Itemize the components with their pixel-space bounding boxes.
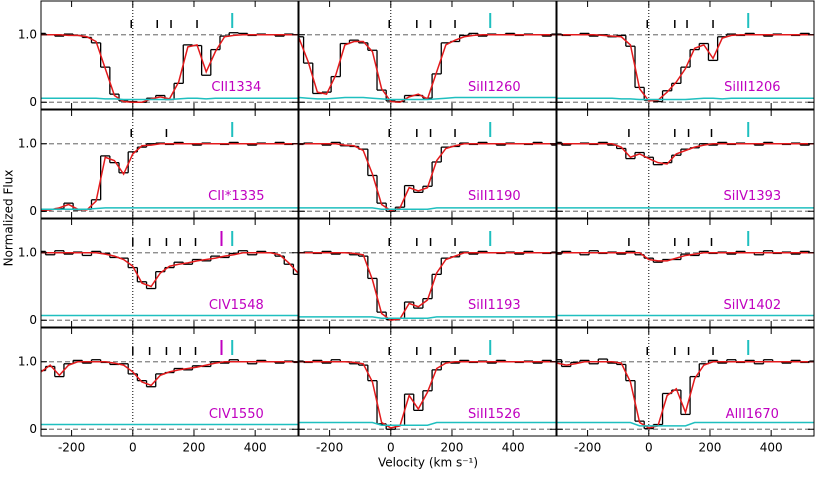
model-line: [557, 143, 814, 165]
x-tick-label: 400: [760, 441, 783, 455]
model-line: [299, 252, 556, 322]
y-tick-label: 1.0: [18, 245, 37, 259]
panel: [299, 219, 556, 327]
x-tick-label: 0: [645, 441, 653, 455]
panel: [41, 219, 298, 327]
y-axis-label: Normalized Flux: [2, 170, 16, 267]
panel: [299, 1, 556, 109]
panel: [557, 110, 814, 218]
panel-frame: [298, 109, 557, 219]
panel: [557, 219, 814, 327]
panel-frame: [298, 0, 557, 110]
y-tick-label: 1.0: [18, 354, 37, 368]
model-line: [299, 143, 556, 212]
model-line: [41, 361, 298, 387]
panel-label: CII*1335: [208, 189, 264, 204]
panel-label: AlII1670: [726, 407, 779, 422]
model-line: [557, 361, 814, 429]
panel-frame: [556, 109, 815, 219]
x-tick-label: 200: [699, 441, 722, 455]
panel-frame: [556, 327, 815, 437]
panel-frame: [556, 218, 815, 328]
x-tick-label: -200: [58, 441, 85, 455]
model-line: [557, 252, 814, 262]
y-tick-label: 0: [29, 95, 37, 109]
x-tick-label: -200: [316, 441, 343, 455]
panel: [299, 328, 556, 436]
panel-frame: [298, 327, 557, 437]
error-line: [299, 316, 556, 319]
error-line: [299, 207, 556, 210]
panel-label: SiII1260: [468, 80, 521, 95]
panel-label: SiII1190: [468, 189, 521, 204]
panel: [557, 1, 814, 109]
panel: [41, 1, 298, 109]
model-line: [41, 252, 298, 288]
panel-label: SiIV1402: [723, 298, 781, 313]
panel-label: CIV1548: [209, 298, 264, 313]
panel-label: CII1334: [211, 80, 261, 95]
error-line: [299, 96, 556, 101]
panel-label: SiII1193: [468, 298, 521, 313]
panel-label: SiII1526: [468, 407, 521, 422]
panel: [41, 328, 298, 436]
panel: [299, 110, 556, 218]
x-tick-label: 400: [244, 441, 267, 455]
y-tick-label: 1.0: [18, 27, 37, 41]
panel-label: SiIV1393: [723, 189, 781, 204]
panel: [557, 328, 814, 436]
panel-frame: [298, 218, 557, 328]
error-line: [41, 97, 298, 101]
x-tick-label: -200: [574, 441, 601, 455]
panel-frame: [40, 109, 299, 219]
x-tick-label: 400: [502, 441, 525, 455]
error-line: [557, 421, 814, 427]
x-tick-label: 200: [183, 441, 206, 455]
error-line: [299, 421, 556, 426]
x-axis-label: Velocity (km s⁻¹): [378, 456, 478, 470]
panel-frame: [556, 0, 815, 110]
panel-frame: [40, 0, 299, 110]
model-line: [299, 361, 556, 429]
x-tick-label: 0: [129, 441, 137, 455]
panel-label: CIV1550: [209, 407, 264, 422]
y-tick-label: 0: [29, 422, 37, 436]
error-line: [557, 97, 814, 101]
x-tick-label: 0: [387, 441, 395, 455]
y-tick-label: 0: [29, 313, 37, 327]
y-tick-label: 1.0: [18, 136, 37, 150]
error-line: [41, 207, 298, 210]
panel-label: SiIII1206: [724, 80, 780, 95]
panel: [41, 110, 298, 218]
y-tick-label: 0: [29, 204, 37, 218]
x-tick-label: 200: [441, 441, 464, 455]
model-line: [557, 34, 814, 102]
panel-frame: [40, 327, 299, 437]
panel-frame: [40, 218, 299, 328]
